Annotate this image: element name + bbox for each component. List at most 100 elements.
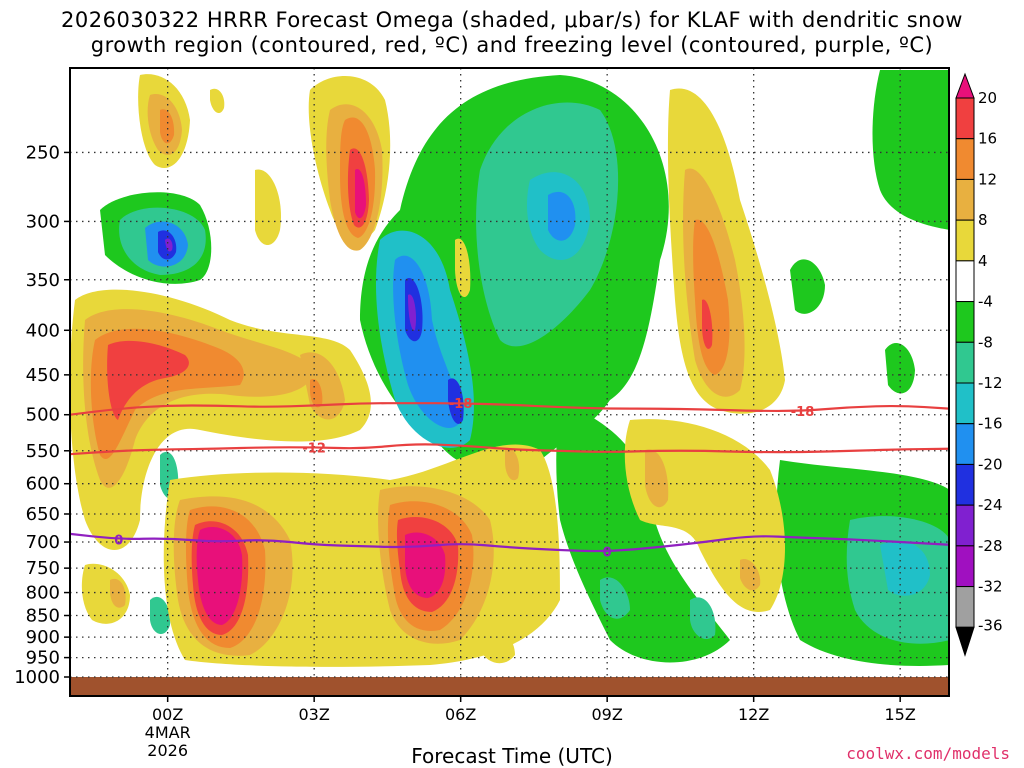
omega-region-teal-center2 [690, 597, 716, 640]
colorbar-top-arrow [955, 72, 975, 99]
contour-line [70, 402, 949, 416]
omega-region-green-topright [872, 70, 949, 230]
y-tick-label: 750 [26, 558, 60, 579]
colorbar-swatch [955, 219, 975, 262]
omega-region-magenta-mid [405, 532, 446, 598]
chart-title-line-1: 2026030322 HRRR Forecast Omega (shaded, … [61, 8, 963, 32]
colorbar-label: -12 [978, 374, 1003, 392]
x-axis-label: Forecast Time (UTC) [411, 744, 613, 768]
x-tick-label: 15Z [885, 705, 916, 724]
y-axis: 2503003504004505005506006507007508008509… [14, 142, 70, 688]
colorbar-swatch [955, 341, 975, 384]
y-tick-label: 300 [26, 211, 60, 232]
omega-shading [70, 70, 949, 696]
y-tick-label: 500 [26, 405, 60, 426]
y-tick-label: 350 [26, 270, 60, 291]
contour-label: 0 [603, 546, 612, 561]
y-tick-label: 550 [26, 441, 60, 462]
colorbar-label: -4 [978, 293, 993, 311]
colorbar-swatch [955, 138, 975, 180]
x-tick-label: 00Z [152, 705, 183, 724]
grid [70, 68, 949, 678]
colorbar-label: 12 [978, 170, 997, 188]
x-date-label: 4MAR [145, 723, 191, 742]
omega-region-magenta-top [355, 169, 366, 219]
x-tick-label: 03Z [299, 705, 330, 724]
omega-region-red-right [702, 299, 713, 349]
omega-region-ltorange-small1 [300, 352, 345, 420]
y-tick-label: 700 [26, 532, 60, 553]
omega-region-purple-left [408, 294, 417, 331]
omega-region-orange-topleft [160, 109, 175, 144]
y-tick-label: 800 [26, 583, 60, 604]
colorbar-swatch [955, 178, 975, 221]
x-tick-label: 12Z [738, 705, 769, 724]
plot-frame [69, 67, 950, 697]
omega-region-yellow-small5 [210, 88, 225, 114]
colorbar-label: -24 [978, 496, 1003, 514]
omega-region-green-smallright [790, 259, 825, 314]
colorbar-label: 20 [978, 89, 997, 107]
colorbar-label: -8 [978, 333, 993, 351]
contour-line [70, 443, 949, 456]
colorbar-label: 4 [978, 252, 988, 270]
omega-region-red-left [107, 340, 189, 420]
chart-title-line-2: growth region (contoured, red, ºC) and f… [90, 33, 934, 57]
omega-region-ltorange-small3 [740, 559, 761, 591]
x-tick-label: 06Z [445, 705, 476, 724]
y-tick-label: 400 [26, 320, 60, 341]
y-tick-label: 900 [26, 627, 60, 648]
omega-region-orange-right [693, 219, 730, 375]
temperature-contours: -18 -18 -12 0 0 [70, 397, 949, 561]
colorbar-bottom-arrow [955, 626, 975, 657]
contour-label: -18 [449, 397, 473, 412]
y-tick-label: 650 [26, 504, 60, 525]
omega-region-ltorange-small2 [645, 449, 669, 508]
colorbar-swatch [955, 545, 975, 588]
colorbar-label: -16 [978, 415, 1003, 433]
y-tick-label: 600 [26, 474, 60, 495]
y-tick-label: 850 [26, 606, 60, 627]
y-tick-label: 950 [26, 648, 60, 669]
ground-surface [70, 677, 949, 696]
credit-link[interactable]: coolwx.com/models [846, 744, 1010, 763]
omega-region-ltorange-small5 [110, 578, 126, 608]
omega-region-ltorange-small4 [505, 449, 520, 481]
omega-region-purple-topleft [165, 238, 173, 252]
colorbar: 20 16 12 8 4 -4 -8 -12 -16 -20 -24 -28 -32 -36 [955, 72, 1003, 657]
colorbar-label: -28 [978, 537, 1003, 555]
contour-label: -18 [791, 405, 815, 420]
contour-label: 0 [114, 533, 123, 548]
omega-region-green-center [556, 400, 730, 663]
colorbar-label: -32 [978, 578, 1003, 596]
omega-region-darkblue-6z [448, 378, 464, 424]
colorbar-label: 8 [978, 211, 988, 229]
contour-label: -12 [302, 441, 326, 456]
y-tick-label: 1000 [14, 667, 60, 688]
colorbar-swatch [955, 382, 975, 425]
y-tick-label: 450 [26, 365, 60, 386]
colorbar-label: -20 [978, 455, 1003, 473]
omega-region-yellow-left-low [81, 563, 130, 624]
omega-region-yellow-small2 [455, 238, 471, 298]
colorbar-swatch [955, 97, 975, 140]
omega-region-blue-upper [548, 191, 576, 241]
contour-line [70, 532, 949, 553]
colorbar-swatch [955, 504, 975, 547]
y-tick-label: 250 [26, 142, 60, 163]
omega-region-yellow-small1 [255, 169, 281, 245]
x-date-label: 2026 [147, 741, 188, 760]
colorbar-swatch [955, 260, 975, 303]
colorbar-swatch [955, 423, 975, 465]
omega-region-magenta-low [196, 527, 243, 625]
colorbar-swatch [955, 301, 975, 343]
colorbar-label: 16 [978, 130, 997, 148]
colorbar-label: -36 [978, 616, 1003, 634]
x-tick-label: 09Z [592, 705, 623, 724]
omega-region-yellow-small3 [480, 626, 515, 664]
omega-region-orange-small1 [310, 379, 323, 408]
colorbar-swatch [955, 463, 975, 506]
colorbar-swatch [955, 586, 975, 628]
